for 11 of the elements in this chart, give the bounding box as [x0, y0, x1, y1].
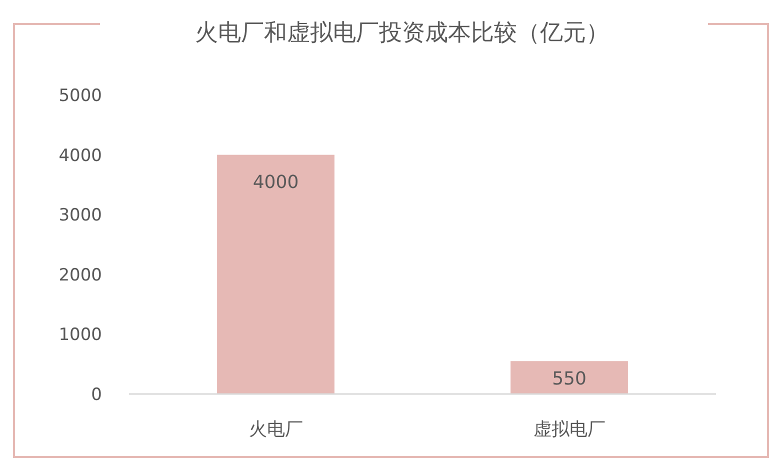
y-tick-label: 5000 [58, 86, 102, 106]
chart-title: 火电厂和虚拟电厂投资成本比较（亿元） [195, 20, 609, 46]
y-tick-label: 1000 [58, 325, 102, 346]
y-tick-label: 3000 [58, 206, 102, 226]
data-label: 4000 [252, 172, 299, 193]
y-tick-label: 2000 [58, 265, 102, 286]
x-tick-label: 虚拟电厂 [533, 419, 606, 440]
data-label: 550 [552, 368, 586, 390]
x-tick-label: 火电厂 [248, 419, 303, 440]
y-tick-label: 4000 [58, 146, 102, 166]
y-tick-label: 0 [91, 385, 102, 405]
